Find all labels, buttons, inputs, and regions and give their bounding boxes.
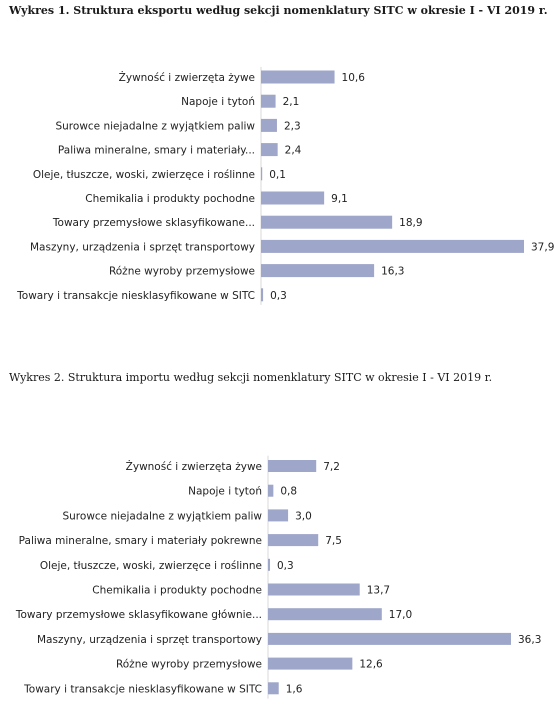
- chart1-category-label: Surowce niejadalne z wyjątkiem paliw: [55, 120, 255, 132]
- chart1-bar: [261, 215, 393, 229]
- chart2-value-label: 0,3: [277, 560, 294, 572]
- chart2-category-label: Maszyny, urządzenia i sprzęt transportow…: [37, 634, 262, 646]
- chart2-category-label: Różne wyroby przemysłowe: [116, 659, 262, 671]
- chart1-value-label: 16,3: [381, 266, 404, 278]
- chart1-category-label: Różne wyroby przemysłowe: [109, 266, 255, 278]
- chart1-value-label: 9,1: [331, 193, 348, 205]
- chart2-bar: [268, 460, 317, 472]
- chart2-bar: [268, 657, 353, 670]
- chart1-value-label: 0,3: [270, 290, 287, 302]
- chart1-value-label: 0,1: [269, 169, 286, 181]
- chart2-value-label: 3,0: [295, 510, 312, 522]
- chart1-category-label: Chemikalia i produkty pochodne: [85, 193, 255, 205]
- chart2-category-label: Paliwa mineralne, smary i materiały pokr…: [19, 535, 262, 547]
- chart2-value-label: 17,0: [389, 609, 412, 621]
- chart1-value-label: 2,4: [285, 145, 302, 157]
- chart1-category-label: Napoje i tytoń: [181, 96, 255, 108]
- chart2-value-label: 13,7: [367, 585, 390, 597]
- chart1-value-label: 2,1: [283, 96, 300, 108]
- chart1-category-label: Maszyny, urządzenia i sprzęt transportow…: [30, 241, 255, 253]
- chart2-bar: [268, 484, 274, 497]
- chart2-bar: [268, 583, 360, 596]
- chart2-category-label: Towary przemysłowe sklasyfikowane główni…: [15, 609, 262, 621]
- chart1-bar: [261, 239, 524, 253]
- chart1-category-label: Towary i transakcje niesklasyfikowane w …: [16, 290, 255, 302]
- chart2-value-label: 7,2: [323, 461, 340, 473]
- chart1-bar: [261, 70, 335, 84]
- chart2-value-label: 7,5: [325, 535, 342, 547]
- chart1-value-label: 10,6: [342, 72, 366, 84]
- chart2-category-label: Surowce niejadalne z wyjątkiem paliw: [62, 510, 262, 522]
- chart2-bar: [268, 608, 382, 621]
- chart2-value-label: 36,3: [518, 634, 541, 646]
- chart1-category-label: Paliwa mineralne, smary i materiały...: [58, 145, 255, 157]
- chart2-value-label: 0,8: [280, 486, 297, 498]
- chart1-title: Wykres 1. Struktura eksportu według sekc…: [9, 4, 548, 17]
- chart1-bar: [261, 143, 278, 157]
- chart2-category-label: Żywność i zwierzęta żywe: [126, 460, 262, 473]
- chart1-bar: [261, 167, 263, 181]
- chart2-category-label: Napoje i tytoń: [188, 486, 262, 498]
- chart2-value-label: 1,6: [286, 683, 303, 695]
- chart1-category-label: Oleje, tłuszcze, woski, zwierzęce i rośl…: [33, 169, 255, 181]
- chart1-value-label: 2,3: [284, 120, 301, 132]
- chart2-value-label: 12,6: [359, 659, 383, 671]
- chart2-bar: [268, 558, 271, 571]
- chart1-value-label: 18,9: [399, 217, 422, 229]
- chart1-bar: [261, 264, 375, 278]
- export-bar-chart: Żywność i zwierzęta żywe 10,6 Napoje i tyt…: [16, 66, 554, 305]
- chart1-category-label: Towary przemysłowe sklasyfikowane...: [52, 217, 255, 229]
- chart2-bar: [268, 682, 279, 695]
- chart1-bar: [261, 118, 277, 132]
- chart1-category-label: Żywność i zwierzęta żywe: [119, 71, 255, 84]
- chart1-bar: [261, 191, 325, 205]
- chart1-value-label: 37,9: [531, 241, 554, 253]
- chart1-bar: [261, 288, 264, 302]
- chart2-category-label: Chemikalia i produkty pochodne: [92, 585, 262, 597]
- chart2-bar: [268, 632, 511, 645]
- chart2-category-label: Oleje, tłuszcze, woski, zwierzęce i rośl…: [40, 560, 262, 572]
- chart2-bar: [268, 509, 289, 522]
- chart1-bar: [261, 94, 276, 108]
- chart2-bar: [268, 534, 319, 547]
- chart2-category-label: Towary i transakcje niesklasyfikowane w …: [23, 683, 262, 695]
- chart2-title: Wykres 2. Struktura importu według sekcj…: [9, 371, 493, 384]
